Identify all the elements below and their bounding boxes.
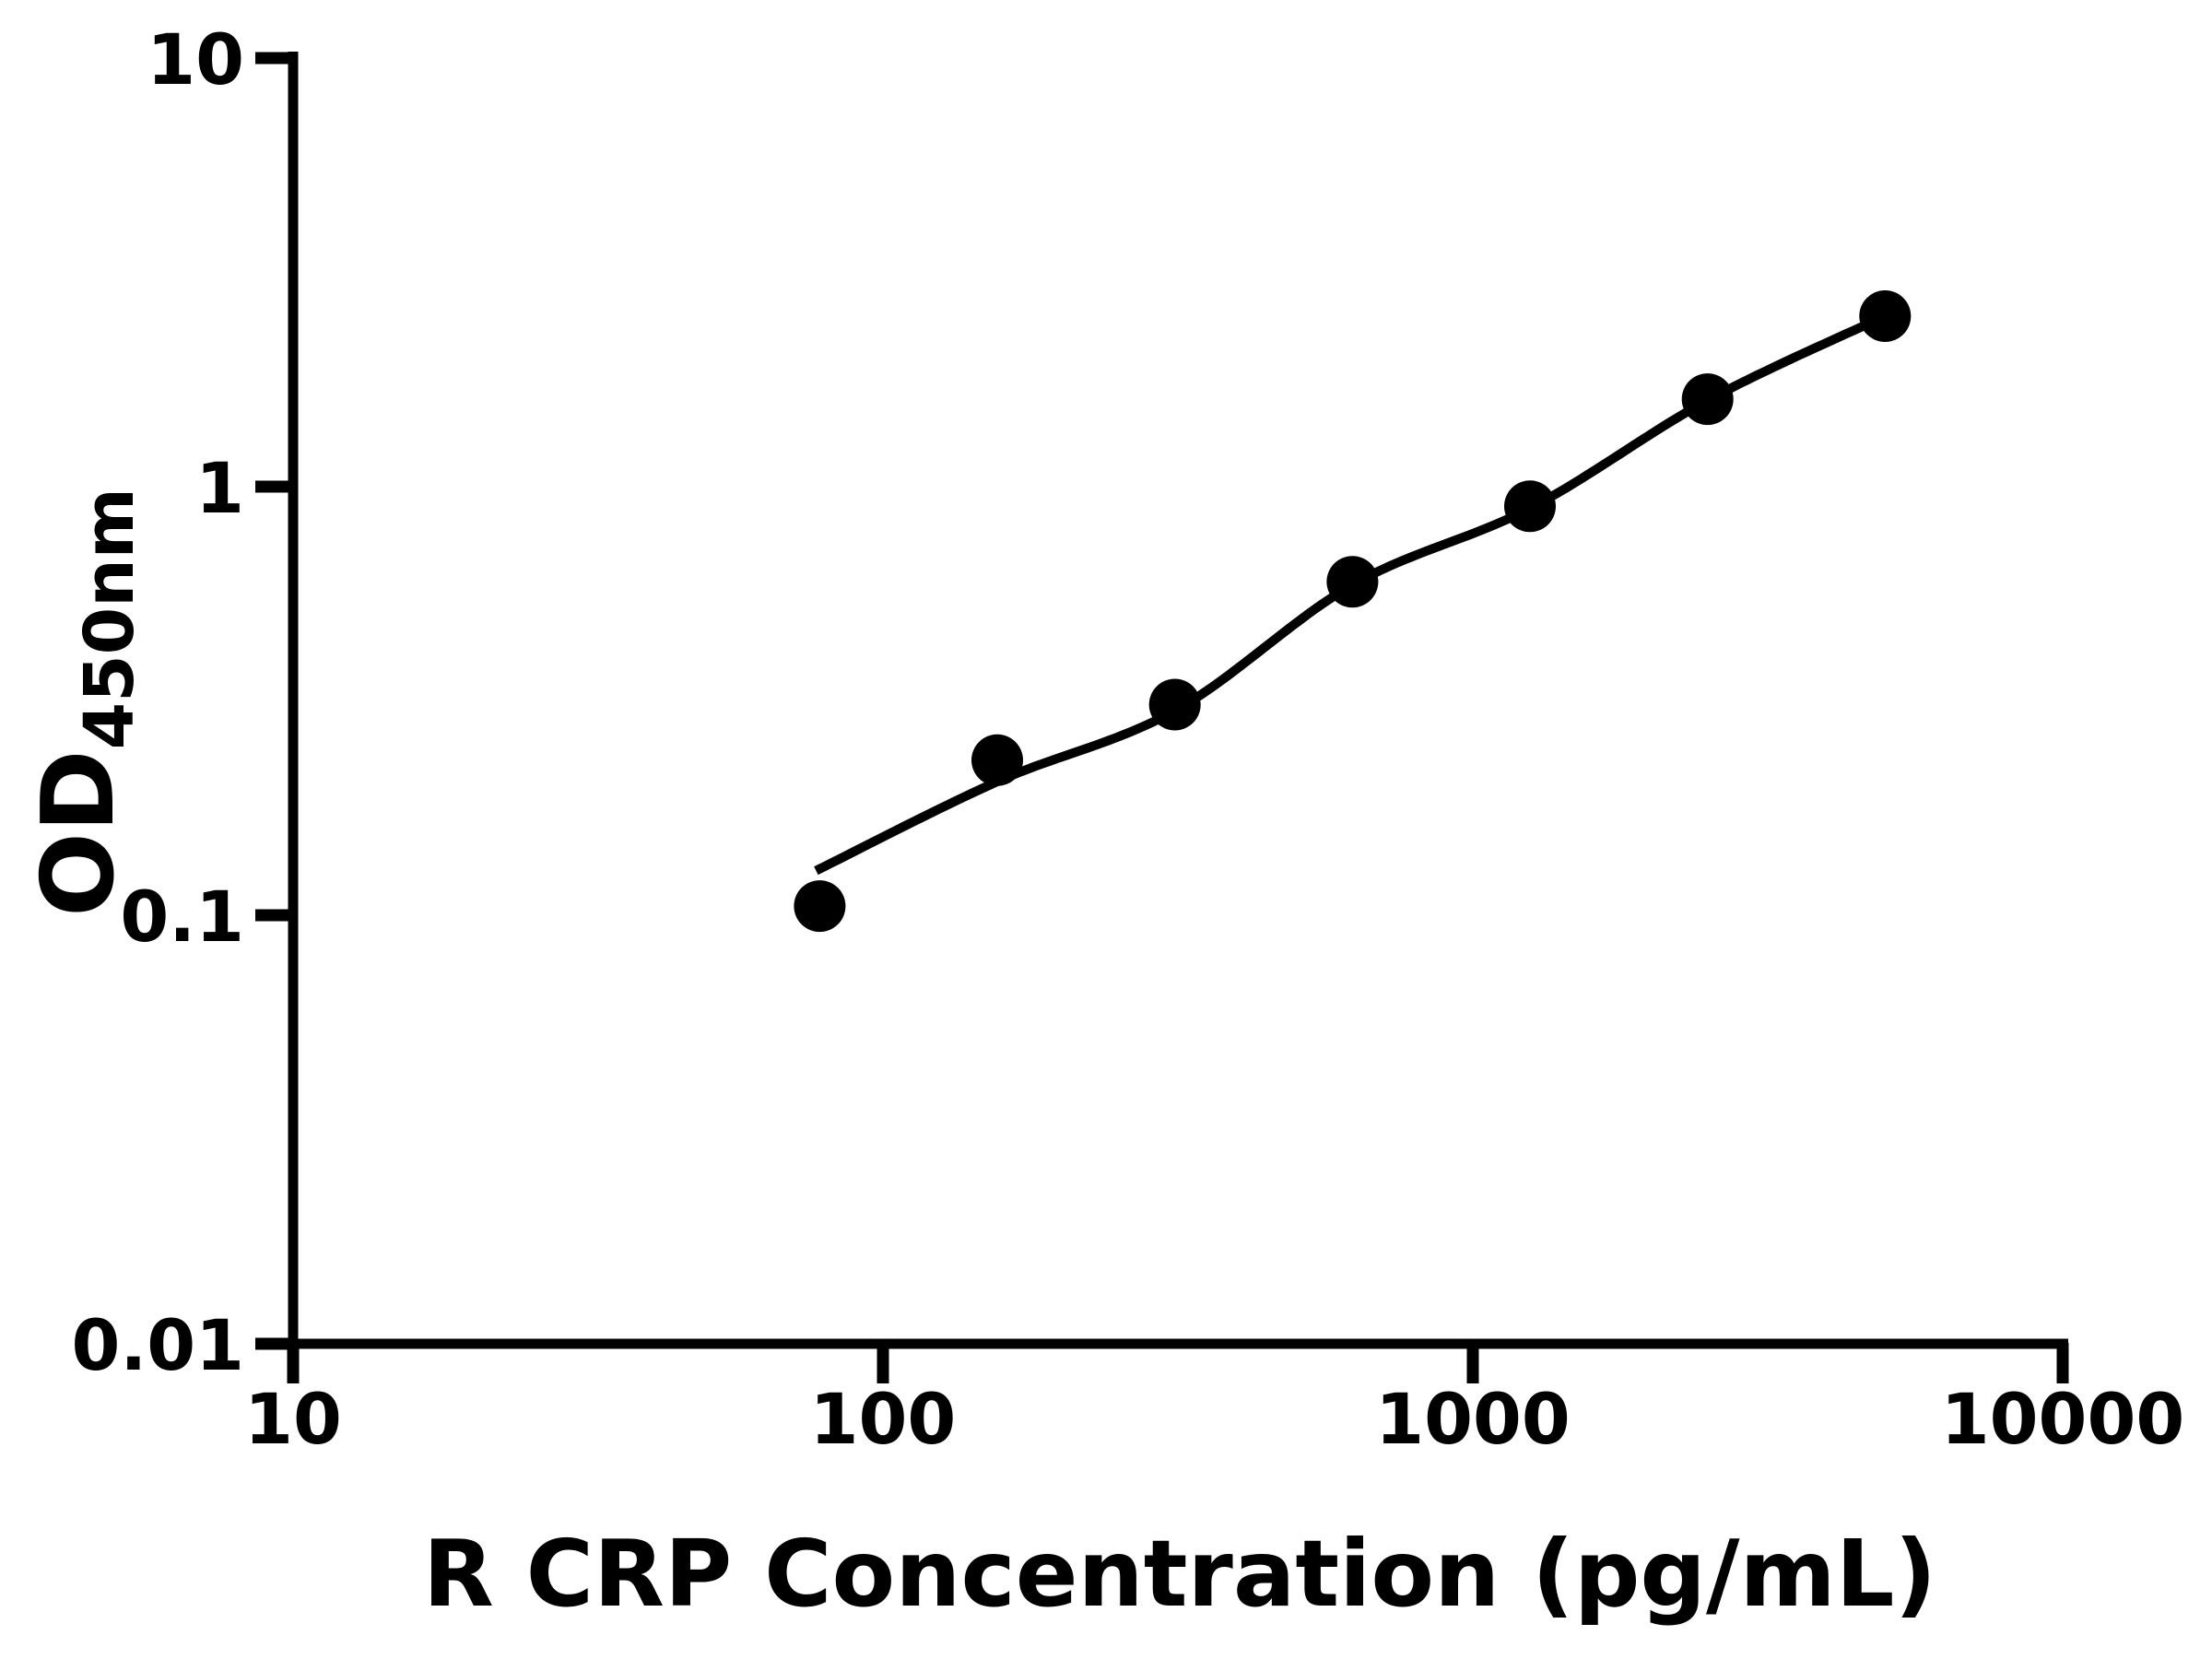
data-point bbox=[1504, 480, 1556, 533]
x-tick-label: 10 bbox=[244, 1378, 342, 1460]
axes bbox=[255, 52, 2069, 1383]
x-tick-label: 10000 bbox=[1941, 1378, 2184, 1460]
x-axis-title: R CRP Concentration (pg/mL) bbox=[423, 1520, 1936, 1628]
x-tick-label: 100 bbox=[810, 1378, 957, 1460]
data-point bbox=[1148, 678, 1201, 731]
y-axis-title: OD450nm bbox=[21, 488, 149, 917]
data-point bbox=[1326, 556, 1379, 608]
data-point bbox=[971, 734, 1023, 786]
data-point bbox=[1859, 290, 1912, 342]
y-tick-label: 0.1 bbox=[120, 876, 244, 958]
y-tick-label: 0.01 bbox=[71, 1304, 244, 1386]
data-point bbox=[1681, 373, 1734, 426]
y-tick-label: 1 bbox=[195, 447, 244, 529]
y-axis-title-main: OD bbox=[21, 749, 136, 916]
y-tick-label: 10 bbox=[147, 18, 244, 100]
data-point bbox=[794, 880, 846, 933]
y-axis-title-sub: 450nm bbox=[70, 488, 149, 749]
series bbox=[794, 290, 1912, 933]
x-tick-label: 1000 bbox=[1375, 1378, 1571, 1460]
